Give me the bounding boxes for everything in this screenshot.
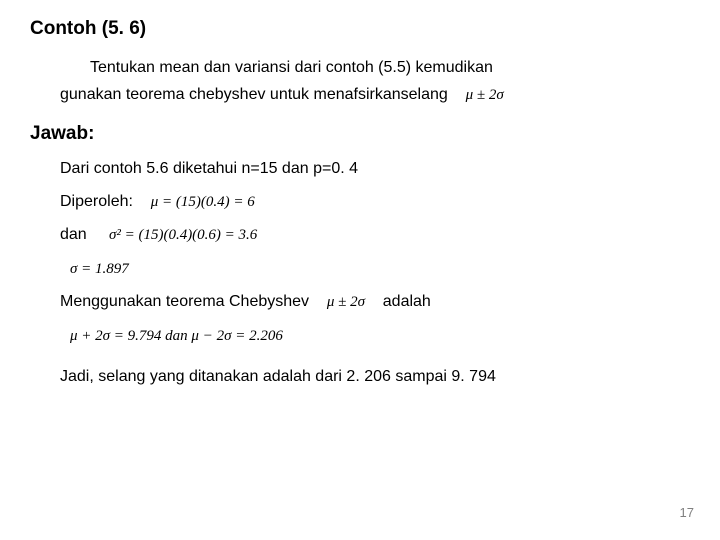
intro-line-2: gunakan teorema chebyshev untuk menafsir… [30, 81, 690, 109]
slide: Contoh (5. 6) Tentukan mean dan variansi… [0, 0, 720, 540]
chebyshev-line: Menggunakan teorema Chebyshev μ ± 2σ ada… [30, 288, 690, 316]
and-line: dan σ² = (15)(0.4)(0.6) = 3.6 [30, 221, 690, 249]
obtained-line: Diperoleh: μ = (15)(0.4) = 6 [30, 188, 690, 216]
example-heading: Contoh (5. 6) [30, 18, 690, 40]
conclusion-line: Jadi, selang yang ditanakan adalah dari … [30, 363, 690, 390]
known-line: Dari contoh 5.6 diketahui n=15 dan p=0. … [30, 155, 690, 182]
obtained-label: Diperoleh: [60, 193, 133, 210]
intro-line-2-text: gunakan teorema chebyshev untuk menafsir… [60, 86, 448, 103]
formula-mu-pm-2sigma: μ ± 2σ [466, 87, 504, 103]
formula-sigma: σ = 1.897 [70, 261, 129, 277]
and-label: dan [60, 226, 87, 243]
chebyshev-text-b: adalah [383, 293, 431, 310]
page-number: 17 [680, 505, 694, 520]
answer-heading: Jawab: [30, 123, 690, 145]
formula-mean: μ = (15)(0.4) = 6 [151, 194, 255, 210]
interval-line: μ + 2σ = 9.794 dan μ − 2σ = 2.206 [30, 322, 690, 350]
chebyshev-text-a: Menggunakan teorema Chebyshev [60, 293, 309, 310]
formula-mu-pm-2sigma-2: μ ± 2σ [327, 294, 365, 310]
formula-interval: μ + 2σ = 9.794 dan μ − 2σ = 2.206 [70, 328, 283, 344]
formula-variance: σ² = (15)(0.4)(0.6) = 3.6 [109, 227, 257, 243]
sigma-line: σ = 1.897 [30, 255, 690, 283]
intro-line-1: Tentukan mean dan variansi dari contoh (… [30, 54, 690, 81]
